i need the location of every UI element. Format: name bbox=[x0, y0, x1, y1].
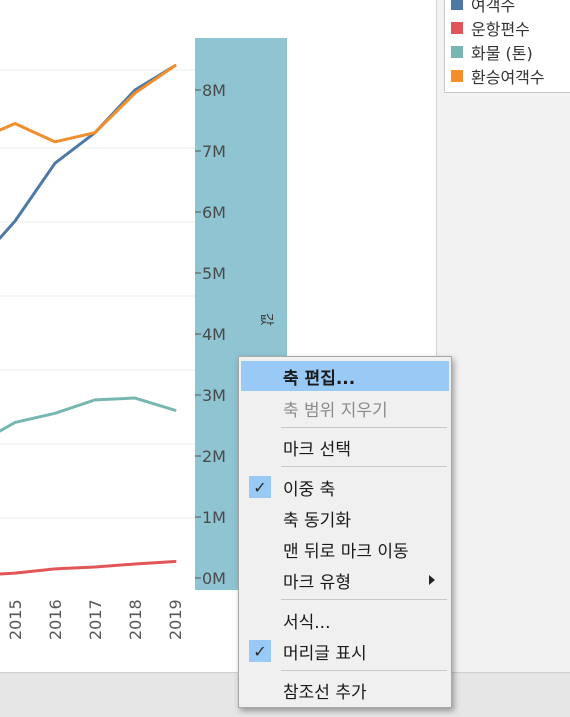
legend-item-passengers[interactable]: 여객수 bbox=[451, 0, 515, 14]
menu-item-select-marks[interactable]: 마크 선택 bbox=[241, 432, 449, 462]
series-line bbox=[0, 66, 175, 238]
menu-item-label: 이중 축 bbox=[283, 475, 335, 500]
x-axis-tick-label: 2019 bbox=[166, 599, 185, 640]
menu-item-show-header[interactable]: ✓ 머리글 표시 bbox=[241, 636, 449, 666]
legend-label: 환승여객수 bbox=[471, 64, 545, 88]
x-axis-tick-label: 2018 bbox=[126, 599, 145, 640]
legend-item-transfer[interactable]: 환승여객수 bbox=[451, 66, 545, 86]
submenu-arrow-icon bbox=[429, 575, 435, 585]
legend-swatch bbox=[451, 22, 463, 34]
menu-item-label: 맨 뒤로 마크 이동 bbox=[283, 537, 409, 562]
axis-tick-label: 3M bbox=[202, 386, 226, 405]
legend-item-cargo[interactable]: 화물 (톤) bbox=[451, 42, 533, 62]
gridlines bbox=[0, 70, 195, 518]
menu-item-label: 축 편집... bbox=[283, 364, 355, 389]
menu-item-edit-axis[interactable]: 축 편집... bbox=[241, 361, 449, 391]
menu-item-label: 참조선 추가 bbox=[283, 678, 367, 703]
checkmark-icon: ✓ bbox=[249, 476, 271, 498]
x-axis-tick-label: 2017 bbox=[86, 599, 105, 640]
menu-item-format[interactable]: 서식... bbox=[241, 605, 449, 635]
x-axis-tick-label: 2015 bbox=[6, 599, 25, 640]
menu-item-label: 마크 선택 bbox=[283, 435, 351, 460]
axis-tick-label: 4M bbox=[202, 325, 226, 344]
axis-tick-label: 8M bbox=[202, 81, 226, 100]
menu-item-synchronize-axis[interactable]: 축 동기화 bbox=[241, 503, 449, 533]
menu-item-label: 머리글 표시 bbox=[283, 639, 367, 664]
right-side-panel bbox=[436, 0, 570, 672]
menu-separator bbox=[281, 466, 447, 467]
menu-item-label: 서식... bbox=[283, 608, 331, 633]
legend-label: 운항편수 bbox=[471, 16, 530, 40]
menu-separator bbox=[281, 670, 447, 671]
axis-ticks: 0M 1M 2M 3M 4M 5M 6M 7M 8M bbox=[195, 81, 226, 588]
menu-item-mark-type[interactable]: 마크 유형 bbox=[241, 565, 449, 595]
series-lines bbox=[0, 66, 175, 575]
menu-item-dual-axis[interactable]: ✓ 이중 축 bbox=[241, 472, 449, 502]
axis-tick-label: 6M bbox=[202, 203, 226, 222]
axis-tick-label: 1M bbox=[202, 508, 226, 527]
legend-swatch bbox=[451, 0, 463, 10]
axis-tick-label: 5M bbox=[202, 264, 226, 283]
menu-item-label: 축 동기화 bbox=[283, 506, 351, 531]
legend-item-flights[interactable]: 운항편수 bbox=[451, 18, 530, 38]
legend-swatch bbox=[451, 70, 463, 82]
menu-item-move-marks-to-back[interactable]: 맨 뒤로 마크 이동 bbox=[241, 534, 449, 564]
series-line bbox=[0, 562, 175, 574]
legend-swatch bbox=[451, 46, 463, 58]
checkmark-icon: ✓ bbox=[249, 640, 271, 662]
series-line bbox=[0, 398, 175, 431]
menu-separator bbox=[281, 599, 447, 600]
menu-item-add-reference-line[interactable]: 참조선 추가 bbox=[241, 675, 449, 705]
menu-item-label: 마크 유형 bbox=[283, 568, 351, 593]
x-axis-labels: 2015 2016 2017 2018 2019 bbox=[6, 599, 185, 640]
x-axis-tick-label: 2016 bbox=[46, 599, 65, 640]
axis-tick-label: 0M bbox=[202, 569, 226, 588]
axis-context-menu: 축 편집... 축 범위 지우기 마크 선택 ✓ 이중 축 축 동기화 맨 뒤로… bbox=[238, 356, 452, 708]
series-line bbox=[0, 66, 175, 142]
menu-item-clear-axis-range[interactable]: 축 범위 지우기 bbox=[241, 393, 449, 423]
axis-title: 값 bbox=[258, 313, 274, 326]
menu-separator bbox=[281, 427, 447, 428]
color-legend: 여객수 운항편수 화물 (톤) 환승여객수 bbox=[444, 0, 570, 93]
axis-tick-label: 2M bbox=[202, 447, 226, 466]
menu-item-label: 축 범위 지우기 bbox=[283, 396, 388, 421]
axis-tick-label: 7M bbox=[202, 142, 226, 161]
legend-label: 화물 (톤) bbox=[471, 40, 533, 64]
legend-label: 여객수 bbox=[471, 0, 515, 16]
